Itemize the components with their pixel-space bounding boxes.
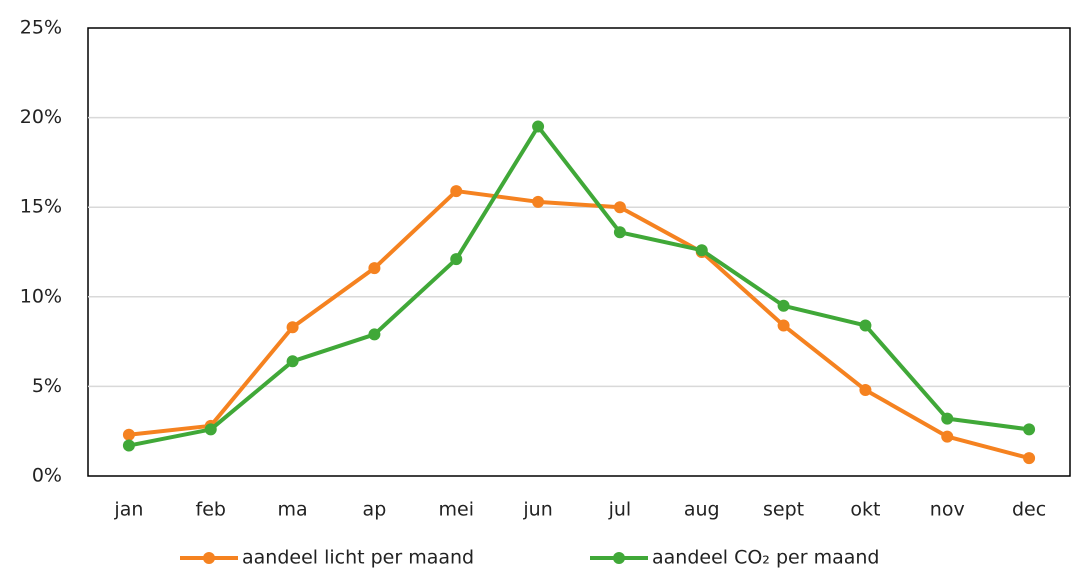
- legend-marker: [203, 552, 215, 564]
- data-point: [368, 262, 381, 275]
- y-tick-label: 5%: [32, 375, 62, 397]
- data-point: [450, 185, 463, 198]
- data-point: [450, 253, 463, 266]
- legend-label: aandeel CO₂ per maand: [652, 547, 879, 569]
- x-tick-label: ap: [363, 499, 387, 521]
- data-point: [286, 355, 299, 368]
- data-point: [859, 319, 872, 332]
- plot-border: [87, 27, 1071, 477]
- data-point: [777, 319, 790, 332]
- x-tick-label: nov: [930, 499, 965, 521]
- y-tick-label: 15%: [20, 196, 62, 218]
- data-point: [122, 428, 135, 441]
- series-line: [128, 189, 1030, 461]
- x-tick-label: dec: [1012, 499, 1046, 521]
- data-point: [859, 383, 872, 396]
- y-tick-label: 0%: [32, 465, 62, 487]
- x-tick-label: jul: [608, 499, 632, 521]
- data-point: [1023, 452, 1036, 465]
- data-point: [1023, 423, 1036, 436]
- data-point: [286, 321, 299, 334]
- legend-marker: [613, 552, 625, 564]
- data-point: [122, 439, 135, 452]
- legend-label: aandeel licht per maand: [242, 547, 474, 569]
- y-tick-label: 10%: [20, 285, 62, 307]
- data-point: [613, 201, 626, 214]
- x-tick-label: okt: [850, 499, 880, 521]
- x-tick-label: mei: [439, 499, 474, 521]
- series-line: [128, 124, 1030, 448]
- x-tick-label: ma: [278, 499, 308, 521]
- y-tick-label: 25%: [20, 17, 62, 39]
- x-tick-label: feb: [196, 499, 226, 521]
- x-tick-label: sept: [763, 499, 804, 521]
- data-point: [613, 226, 626, 239]
- data-point: [532, 120, 545, 133]
- data-point: [204, 423, 217, 436]
- data-point: [368, 328, 381, 341]
- data-point: [532, 195, 545, 208]
- data-point: [695, 244, 708, 257]
- data-point: [777, 299, 790, 312]
- x-tick-label: jun: [522, 499, 552, 521]
- x-tick-label: aug: [684, 499, 720, 521]
- x-tick-label: jan: [113, 499, 143, 521]
- y-tick-label: 20%: [20, 106, 62, 128]
- data-point: [941, 412, 954, 425]
- data-point: [941, 430, 954, 443]
